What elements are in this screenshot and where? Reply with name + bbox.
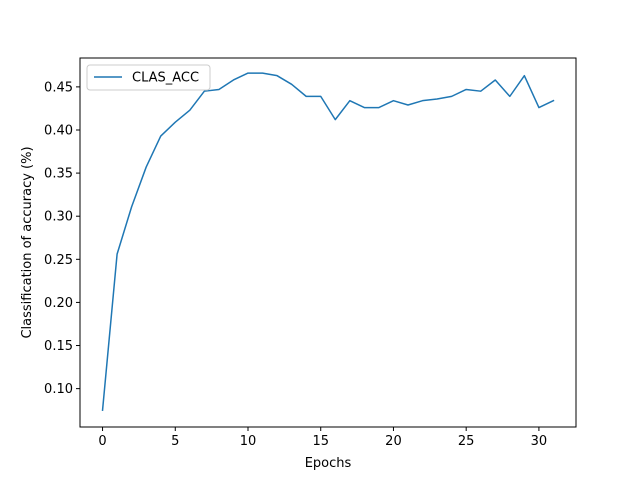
- data-point: [305, 96, 307, 98]
- x-tick-label: 10: [240, 434, 257, 449]
- data-point: [393, 100, 395, 102]
- data-point: [218, 89, 220, 91]
- data-point: [189, 109, 191, 111]
- data-point: [204, 90, 206, 92]
- x-tick-label: 5: [171, 434, 179, 449]
- y-axis-ticks: 0.10 0.15 0.20 0.25 0.30 0.35 0.40 0.45: [44, 80, 80, 397]
- y-axis-label: Classification of accuracy (%): [20, 146, 35, 338]
- x-axis-label: Epochs: [305, 456, 352, 471]
- data-point: [116, 253, 118, 255]
- x-axis-ticks: 0 5 10 15 20 25 30: [98, 427, 547, 449]
- y-tick-label: 0.35: [44, 167, 73, 182]
- x-tick-label: 20: [385, 434, 402, 449]
- x-tick-label: 0: [98, 434, 106, 449]
- data-point: [145, 166, 147, 168]
- x-tick-label: 25: [458, 434, 475, 449]
- data-point: [451, 96, 453, 98]
- series-line-clas-acc: [101, 72, 555, 412]
- y-tick-label: 0.20: [44, 296, 73, 311]
- y-tick-label: 0.15: [44, 339, 73, 354]
- data-point: [175, 121, 177, 123]
- data-point: [436, 98, 438, 100]
- data-point: [247, 72, 249, 74]
- legend-label-clas-acc: CLAS_ACC: [132, 71, 199, 86]
- series-layer: [101, 72, 555, 412]
- legend-box: [86, 64, 211, 91]
- x-tick-label: 15: [312, 434, 329, 449]
- x-tick-label: 30: [531, 434, 548, 449]
- data-point: [364, 107, 366, 109]
- data-point: [538, 107, 540, 109]
- y-tick-label: 0.30: [44, 210, 73, 225]
- data-point: [422, 100, 424, 102]
- y-tick-label: 0.45: [44, 80, 73, 95]
- data-point: [276, 75, 278, 77]
- data-point: [349, 100, 351, 102]
- data-point: [553, 100, 555, 102]
- plot-area: [80, 58, 576, 427]
- data-point: [495, 79, 497, 81]
- data-point: [102, 409, 104, 411]
- data-point: [131, 206, 133, 208]
- data-point: [480, 90, 482, 92]
- data-point: [291, 84, 293, 86]
- data-point: [407, 104, 409, 106]
- y-tick-label: 0.25: [44, 253, 73, 268]
- data-point: [160, 135, 162, 137]
- data-point: [320, 96, 322, 98]
- data-point: [233, 79, 235, 81]
- data-point: [378, 107, 380, 109]
- y-tick-label: 0.40: [44, 123, 73, 138]
- data-point: [465, 89, 467, 91]
- data-point: [509, 96, 511, 98]
- legend: CLAS_ACC: [86, 64, 211, 91]
- data-point: [524, 75, 526, 77]
- y-tick-label: 0.10: [44, 382, 73, 397]
- data-point: [335, 119, 337, 121]
- axes-frame: [79, 57, 577, 428]
- data-point: [262, 72, 264, 74]
